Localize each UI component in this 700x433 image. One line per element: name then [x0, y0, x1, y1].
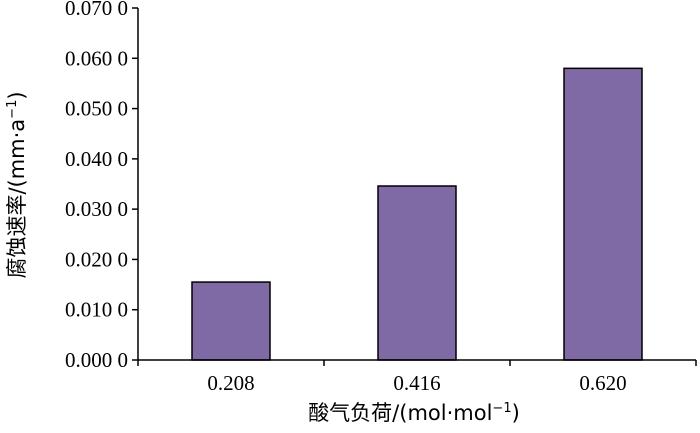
y-axis-label-tail: ): [5, 91, 29, 99]
y-tick-label: 0.020 0: [65, 247, 128, 271]
bar-0.416: [377, 185, 457, 361]
y-tick-label: 0.070 0: [65, 0, 128, 20]
bar-0.208: [191, 281, 271, 361]
bar-0.620: [563, 67, 643, 361]
x-axis-label-tail: ): [512, 401, 520, 425]
y-axis-label-text: 腐蚀速率/(mm·a: [5, 119, 29, 279]
x-axis-label: 酸气负荷/(mol·mol−1): [308, 401, 520, 425]
y-tick-label: 0.040 0: [65, 147, 128, 171]
x-axis-label-text: 酸气负荷/(mol·mol: [308, 401, 492, 425]
y-axis-label-superscript: −1: [5, 100, 20, 119]
y-tick-label: 0.000 0: [65, 348, 128, 372]
x-axis-label-superscript: −1: [492, 401, 511, 416]
plot-area: 0.000 0 0.010 0 0.020 0 0.030 0 0.040 0 0.050…: [65, 0, 697, 395]
y-tick-label: 0.060 0: [65, 46, 128, 70]
y-tick-label: 0.030 0: [65, 197, 128, 221]
y-tick-label: 0.010 0: [65, 298, 128, 322]
x-tick-label: 0.620: [579, 371, 626, 395]
y-axis-label: 腐蚀速率/(mm·a−1): [5, 91, 29, 278]
x-tick-label: 0.416: [393, 371, 440, 395]
x-tick-label: 0.208: [207, 371, 254, 395]
y-tick-label: 0.050 0: [65, 97, 128, 121]
